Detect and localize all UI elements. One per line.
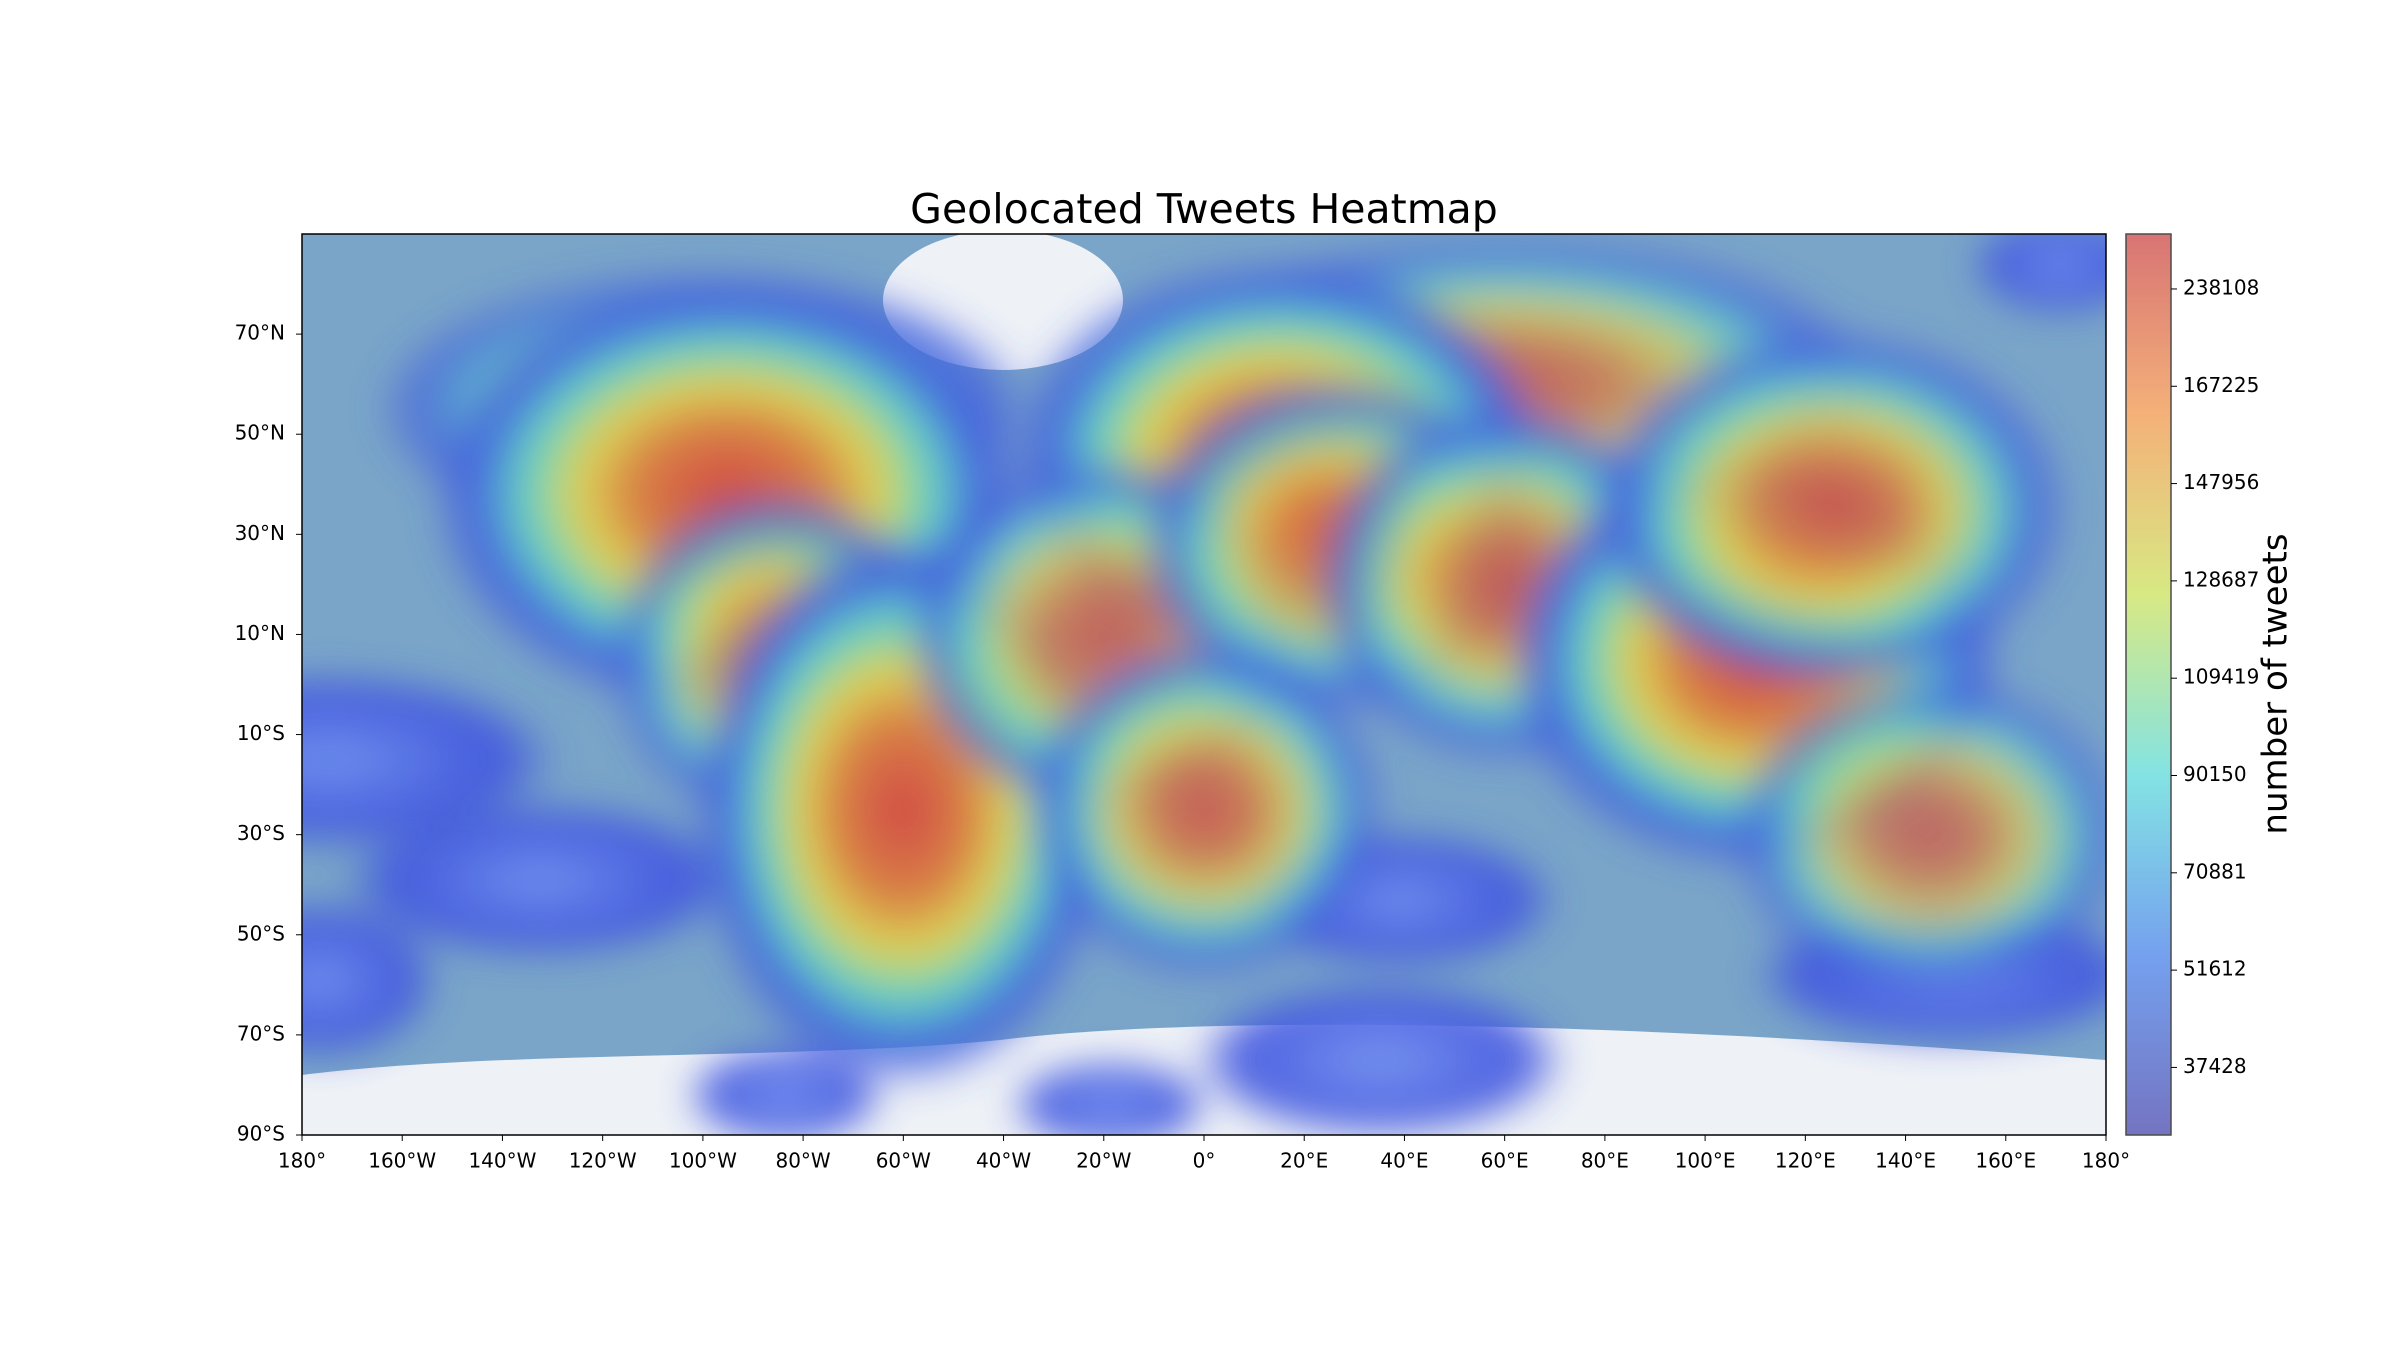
colorbar-tick-label: 147956	[2183, 470, 2259, 494]
y-tick-label: 10°N	[235, 621, 285, 645]
heat-blob	[1010, 1060, 1210, 1135]
x-tick-label: 100°W	[669, 1149, 737, 1173]
x-tick-label: 40°W	[976, 1149, 1031, 1173]
x-tick-label: 140°E	[1875, 1149, 1936, 1173]
y-tick-label: 70°S	[237, 1021, 285, 1045]
x-tick-label: 160°E	[1975, 1149, 2036, 1173]
y-tick-label: 50°N	[235, 421, 285, 445]
x-tick-label: 120°E	[1775, 1149, 1836, 1173]
heat-blob	[1190, 980, 1570, 1135]
map-area	[302, 234, 2106, 1135]
x-tick-label: 180°	[278, 1149, 326, 1173]
y-tick-label: 90°S	[237, 1122, 285, 1146]
heat-blob	[1730, 675, 2106, 995]
x-tick-label: 80°E	[1581, 1149, 1629, 1173]
x-tick-label: 140°W	[468, 1149, 536, 1173]
x-tick-label: 0°	[1193, 1149, 1216, 1173]
x-tick-label: 60°E	[1481, 1149, 1529, 1173]
heat-blob	[340, 800, 740, 960]
y-tick-label: 10°S	[237, 721, 285, 745]
colorbar-tick-label: 238108	[2183, 275, 2259, 299]
heat-blob	[1590, 329, 2070, 689]
axes: 180° 160°W 140°W 120°W 100°W 80°W 60°W 40°W 20°W…	[235, 275, 2260, 1172]
y-tick-label: 30°N	[235, 521, 285, 545]
colorbar-tick-label: 90150	[2183, 762, 2247, 786]
colorbar-tick-label: 37428	[2183, 1054, 2247, 1078]
x-tick-label: 100°E	[1675, 1149, 1736, 1173]
colorbar-label: number of tweets	[2256, 533, 2296, 834]
heat-blob	[302, 900, 440, 1060]
x-tick-label: 80°W	[775, 1149, 830, 1173]
colorbar-tick-label: 128687	[2183, 567, 2259, 591]
x-tick-label: 20°W	[1076, 1149, 1131, 1173]
colorbar-tick-label: 70881	[2183, 859, 2247, 883]
heat-layer	[302, 234, 2106, 1135]
colorbar-tick-label: 109419	[2183, 665, 2259, 689]
heat-blob	[1970, 234, 2106, 315]
x-tick-label: 20°E	[1280, 1149, 1328, 1173]
x-tick-label: 120°W	[569, 1149, 637, 1173]
map-title: Geolocated Tweets Heatmap	[910, 185, 1498, 233]
colorbar-tick-label: 51612	[2183, 957, 2247, 981]
y-tick-label: 30°S	[237, 821, 285, 845]
heat-blob	[1025, 640, 1385, 980]
x-tick-label: 60°W	[876, 1149, 931, 1173]
x-tick-label: 180°	[2082, 1149, 2130, 1173]
x-tick-label: 40°E	[1380, 1149, 1428, 1173]
y-tick-label: 50°S	[237, 921, 285, 945]
colorbar-tick-label: 167225	[2183, 373, 2259, 397]
x-tick-label: 160°W	[368, 1149, 436, 1173]
y-tick-label: 70°N	[235, 321, 285, 345]
colorbar	[2125, 233, 2172, 1136]
